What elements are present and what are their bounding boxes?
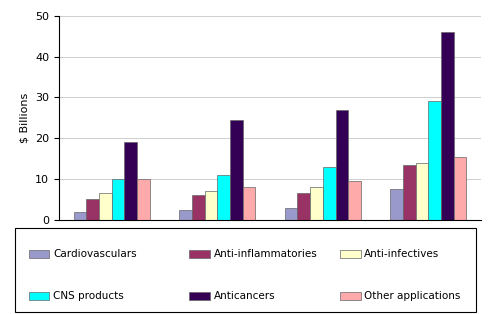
Text: Anti-inflammatories: Anti-inflammatories bbox=[214, 248, 317, 258]
Bar bbox=[416, 163, 428, 220]
Bar bbox=[111, 179, 124, 220]
Bar bbox=[137, 179, 150, 220]
Bar bbox=[192, 195, 205, 220]
Bar bbox=[205, 191, 217, 220]
Bar bbox=[285, 208, 298, 220]
Bar bbox=[74, 212, 86, 220]
Bar bbox=[86, 199, 99, 220]
Bar bbox=[340, 292, 360, 300]
Bar bbox=[340, 250, 360, 258]
Y-axis label: $ Billions: $ Billions bbox=[20, 93, 29, 143]
Text: Anti-infectives: Anti-infectives bbox=[364, 248, 439, 258]
Bar bbox=[390, 189, 403, 220]
Bar bbox=[179, 210, 192, 220]
Bar bbox=[189, 292, 210, 300]
Bar bbox=[189, 250, 210, 258]
Text: CNS products: CNS products bbox=[53, 291, 124, 301]
Bar bbox=[441, 32, 454, 220]
Bar bbox=[243, 187, 255, 220]
Bar bbox=[310, 187, 323, 220]
Bar bbox=[348, 181, 361, 220]
Text: Anticancers: Anticancers bbox=[214, 291, 275, 301]
Bar bbox=[99, 193, 111, 220]
Bar bbox=[403, 165, 416, 220]
Bar bbox=[230, 120, 243, 220]
Bar bbox=[124, 142, 137, 220]
Text: Cardiovasculars: Cardiovasculars bbox=[53, 248, 137, 258]
Bar bbox=[28, 292, 50, 300]
Bar bbox=[335, 110, 348, 220]
Bar bbox=[28, 250, 50, 258]
Bar bbox=[323, 167, 335, 220]
Bar bbox=[428, 101, 441, 220]
Text: Other applications: Other applications bbox=[364, 291, 461, 301]
Bar bbox=[217, 175, 230, 220]
Bar bbox=[298, 193, 310, 220]
FancyBboxPatch shape bbox=[15, 228, 476, 312]
Bar bbox=[454, 156, 466, 220]
